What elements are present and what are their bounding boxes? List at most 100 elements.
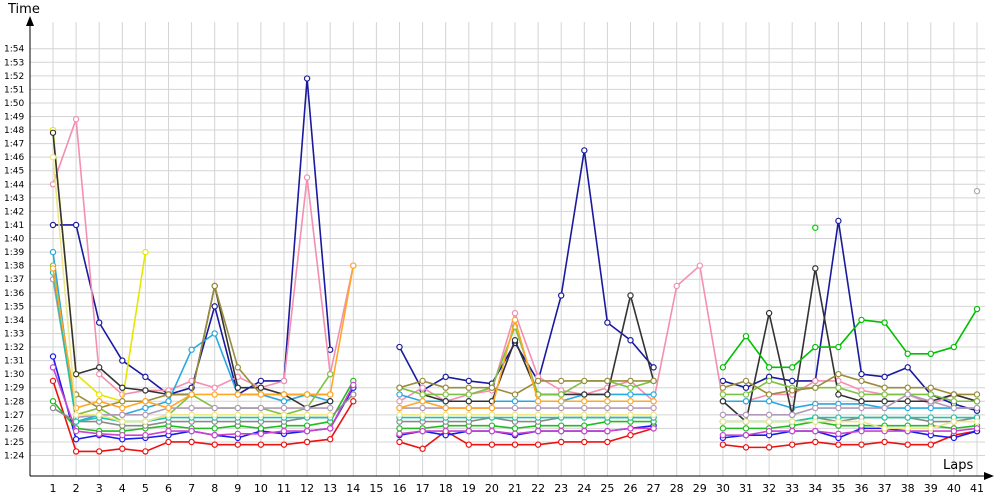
data-point [904, 391, 911, 398]
data-point [188, 427, 195, 435]
x-tick-label: 15 [369, 482, 383, 495]
data-point [927, 425, 935, 432]
data-point [742, 425, 750, 432]
data-point [396, 398, 403, 405]
data-point [604, 411, 611, 419]
data-point [950, 391, 958, 398]
data-point [280, 377, 288, 385]
data-point [789, 411, 796, 419]
data-point [95, 391, 103, 398]
data-point [488, 441, 496, 448]
x-axis-title: Laps [943, 458, 973, 473]
data-point [396, 343, 403, 351]
data-point [327, 391, 334, 398]
data-point [303, 404, 311, 412]
data-point [904, 425, 911, 432]
series-line [52, 367, 355, 436]
x-tick-label: 36 [855, 482, 869, 495]
data-point [627, 292, 634, 299]
data-point [188, 438, 195, 446]
y-tick-label: 1:53 [4, 58, 24, 68]
data-point [303, 427, 311, 435]
data-point [72, 418, 80, 425]
y-tick-label: 1:35 [4, 302, 24, 312]
data-point [927, 391, 935, 398]
data-point [765, 364, 773, 371]
data-point [303, 438, 311, 446]
data-point [765, 411, 773, 419]
data-point [858, 404, 865, 412]
data-point [742, 332, 750, 340]
data-point [442, 398, 449, 405]
data-point [257, 391, 265, 398]
data-point [558, 398, 565, 405]
y-tick-label: 1:25 [4, 438, 24, 448]
data-point [257, 404, 265, 412]
data-point [973, 418, 981, 425]
data-point [534, 427, 542, 435]
y-tick-label: 1:49 [4, 113, 24, 123]
x-tick-label: 22 [531, 482, 545, 495]
data-point [165, 391, 172, 398]
data-point [280, 441, 288, 448]
series-line [722, 430, 978, 449]
data-point [465, 384, 472, 391]
series-line [52, 265, 355, 410]
y-tick-label: 1:28 [4, 397, 24, 407]
y-tick-label: 1:45 [4, 167, 24, 177]
data-point [95, 448, 103, 455]
data-point [881, 425, 888, 432]
data-point [904, 384, 911, 391]
data-point [858, 391, 865, 398]
data-point [650, 425, 657, 432]
series-19 [973, 187, 981, 195]
data-point [650, 377, 657, 385]
data-point [95, 404, 103, 412]
data-point [234, 404, 241, 412]
data-point [812, 384, 819, 391]
series-18 [812, 224, 819, 231]
data-point [142, 418, 149, 425]
data-point [765, 391, 773, 398]
data-point [858, 418, 865, 425]
data-point [904, 404, 911, 412]
data-point [119, 384, 126, 391]
data-point [511, 404, 519, 412]
data-point [119, 357, 126, 364]
data-point [604, 438, 611, 446]
data-point [765, 398, 773, 405]
data-point [49, 153, 57, 161]
data-point [835, 217, 842, 225]
data-point [234, 391, 241, 398]
data-point [95, 430, 103, 438]
data-point [858, 370, 865, 378]
series-line [722, 393, 977, 416]
x-tick-label: 3 [96, 482, 103, 495]
data-point [904, 350, 911, 357]
data-point [257, 384, 265, 391]
y-tick-label: 1:48 [4, 126, 24, 136]
data-point [396, 404, 403, 412]
data-point [72, 448, 80, 455]
x-tick-label: 9 [234, 482, 241, 495]
data-point [927, 404, 935, 412]
x-tick-label: 1 [50, 482, 57, 495]
data-point [558, 422, 565, 429]
data-point [211, 404, 218, 412]
data-point [950, 404, 958, 412]
data-point [303, 75, 311, 82]
data-point [627, 404, 634, 412]
data-point [257, 441, 265, 448]
data-point [327, 404, 334, 412]
data-point [719, 384, 727, 391]
data-point [49, 377, 57, 385]
data-point [327, 436, 334, 443]
series-line [722, 373, 977, 396]
y-tick-label: 1:30 [4, 370, 24, 380]
data-point [280, 411, 288, 419]
x-tick-label: 14 [346, 482, 360, 495]
data-point [142, 448, 149, 455]
data-point [581, 391, 588, 398]
data-point [950, 398, 958, 405]
